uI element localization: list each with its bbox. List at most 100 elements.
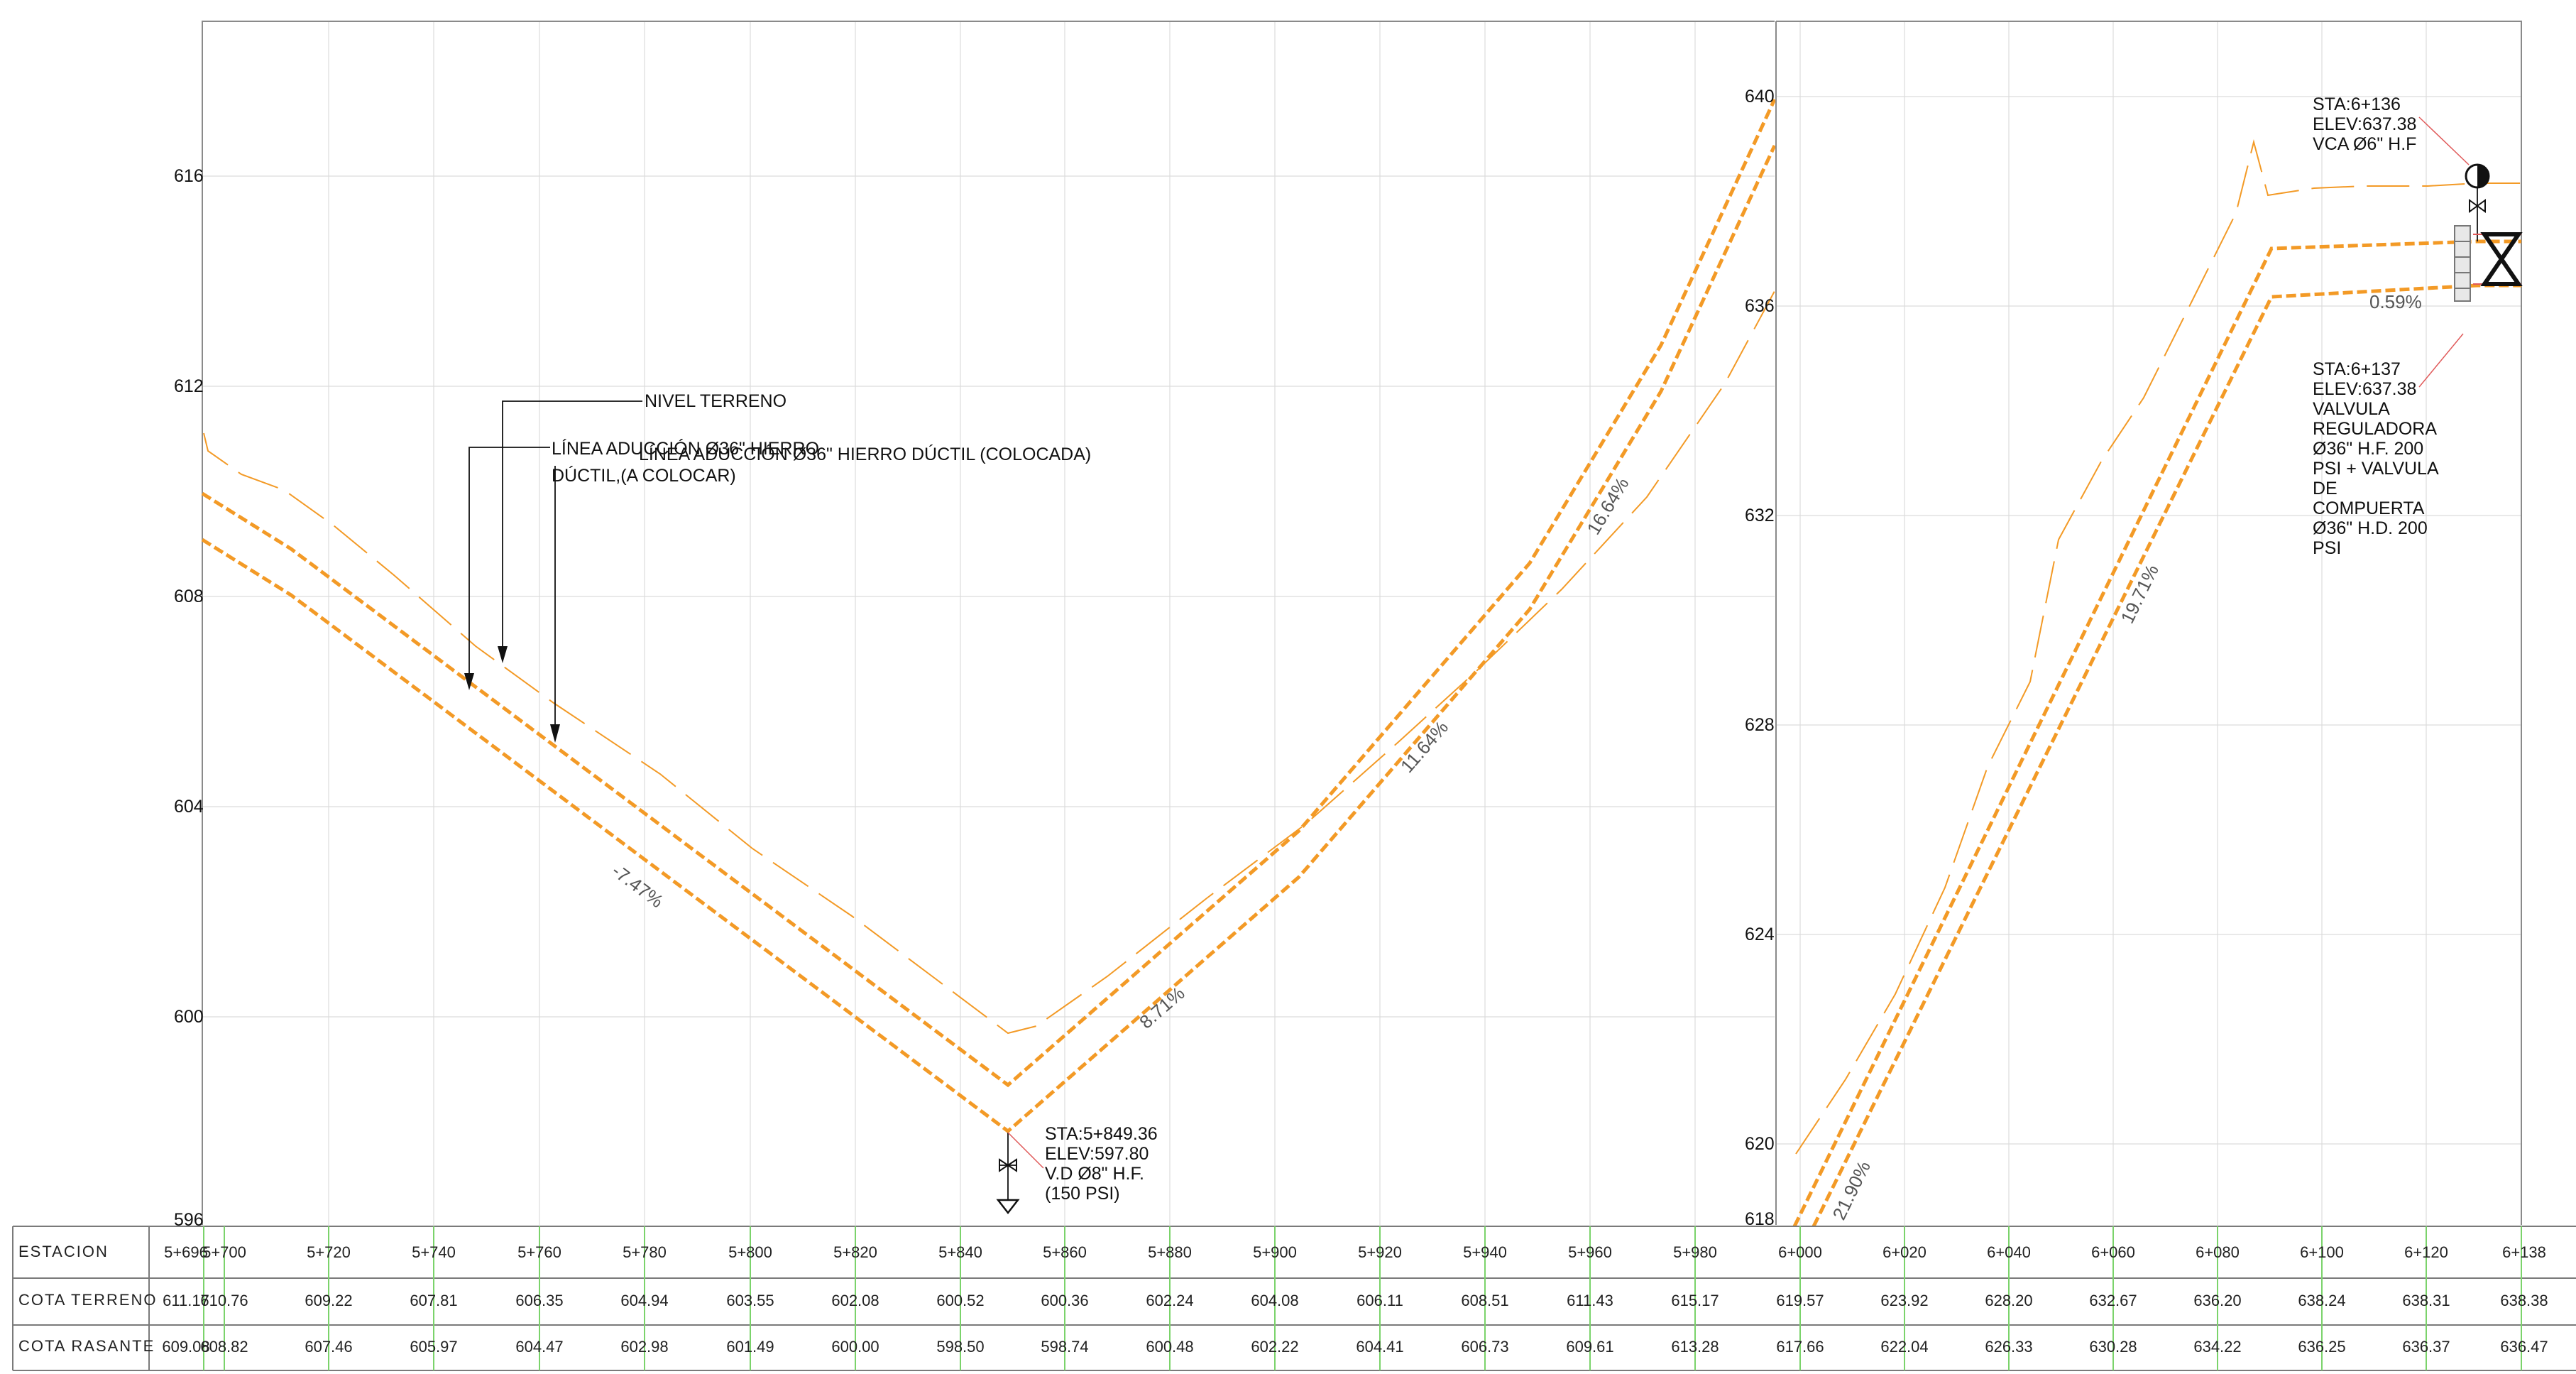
cota-terreno-cell: 610.76 (200, 1292, 248, 1309)
cota-terreno-cell: 606.11 (1356, 1292, 1403, 1309)
cota-rasante-cell: 636.47 (2500, 1338, 2548, 1356)
station-cell: 6+060 (2091, 1243, 2135, 1261)
cota-rasante-cell: 598.50 (936, 1338, 984, 1356)
valvula-line-6: PSI + VALVULA (2313, 459, 2439, 479)
cota-rasante-cell: 601.49 (726, 1338, 774, 1356)
left-panel-frame (202, 21, 1775, 1225)
cota-rasante-cell: 604.41 (1356, 1338, 1403, 1356)
valvula-line-3: VALVULA (2313, 399, 2390, 419)
pipeline-bottom-left (201, 144, 1777, 1134)
valvula-sta: STA:6+137 (2313, 359, 2401, 379)
pipeline-top-right (1792, 239, 2521, 1228)
station-cell: 5+920 (1358, 1243, 1402, 1261)
cota-rasante-cell: 604.47 (515, 1338, 563, 1356)
cota-rasante-cell: 602.22 (1251, 1338, 1298, 1356)
station-cell: 6+120 (2404, 1243, 2448, 1261)
right-panel-frame (1776, 21, 2522, 1225)
cota-terreno-cell: 604.08 (1251, 1292, 1298, 1309)
elevation-label-612: 612 (174, 376, 204, 396)
cota-terreno-cell: 632.67 (2089, 1292, 2137, 1309)
station-cell: 6+040 (1987, 1243, 2031, 1261)
elevation-label-616: 616 (174, 166, 204, 186)
station-cell: 5+780 (623, 1243, 667, 1261)
note-linea-a-colocar-1: LÍNEA ADUCCIÓN Ø36" HIERRO (552, 438, 819, 459)
elevation-label-608: 608 (174, 587, 204, 606)
valvula-elev: ELEV:637.38 (2313, 379, 2416, 399)
cota-terreno-cell: 602.08 (831, 1292, 879, 1309)
slope-label-11-64: 11.64% (1396, 716, 1452, 777)
cota-terreno-cell: 636.20 (2193, 1292, 2241, 1309)
station-cell: 5+860 (1043, 1243, 1087, 1261)
valvula-line-10: PSI (2313, 538, 2341, 558)
note-nivel-terreno: NIVEL TERRENO (645, 391, 786, 411)
cota-terreno-cell: 604.94 (620, 1292, 668, 1309)
station-cell: 6+080 (2196, 1243, 2240, 1261)
cota-terreno-cell: 611.43 (1567, 1292, 1613, 1309)
pipeline-top-left (201, 98, 1777, 1088)
row-label-estacion: ESTACION (18, 1243, 109, 1260)
cota-rasante-cell: 602.98 (620, 1338, 668, 1356)
station-cell: 5+900 (1253, 1243, 1297, 1261)
station-cell: 5+880 (1148, 1243, 1192, 1261)
station-cell: 5+940 (1463, 1243, 1507, 1261)
cota-rasante-cell: 608.82 (200, 1338, 248, 1356)
station-cell: 6+000 (1778, 1243, 1822, 1261)
slope-label-8-71: 8.71% (1135, 983, 1188, 1033)
cota-terreno-cell: 603.55 (726, 1292, 774, 1309)
cota-terreno-cell: 638.38 (2500, 1292, 2548, 1309)
right-grid (1776, 21, 2521, 1225)
station-cell: 5+720 (307, 1243, 351, 1261)
station-cell: 5+960 (1568, 1243, 1612, 1261)
cota-rasante-cell: 634.22 (2193, 1338, 2241, 1356)
elevation-label-632: 632 (1745, 506, 1775, 525)
left-grid (202, 21, 1775, 1225)
station-cell: 5+980 (1673, 1243, 1717, 1261)
cota-terreno-cell: 623.92 (1880, 1292, 1928, 1309)
valvula-line-8: COMPUERTA (2313, 498, 2425, 518)
cota-terreno-cell: 638.24 (2298, 1292, 2345, 1309)
station-cell: 6+138 (2502, 1243, 2546, 1261)
cota-terreno-cell: 606.35 (515, 1292, 563, 1309)
cota-rasante-cell: 617.66 (1776, 1338, 1824, 1356)
station-cell: 5+740 (412, 1243, 456, 1261)
cota-rasante-cell: 636.37 (2402, 1338, 2450, 1356)
valvula-line-7: DE (2313, 479, 2337, 498)
elevation-label-624: 624 (1745, 925, 1775, 944)
cota-rasante-cell: 636.25 (2298, 1338, 2345, 1356)
valvula-line-5: Ø36" H.F. 200 (2313, 439, 2423, 459)
station-cell: 5+820 (833, 1243, 877, 1261)
cota-rasante-cell: 606.73 (1461, 1338, 1508, 1356)
elevation-label-640: 640 (1745, 87, 1775, 107)
cota-terreno-cell: 628.20 (1985, 1292, 2032, 1309)
cota-terreno-cell: 607.81 (410, 1292, 457, 1309)
drain-valve-symbol (996, 1132, 1044, 1215)
cota-rasante-cell: 598.74 (1041, 1338, 1088, 1356)
valvula-line-4: REGULADORA (2313, 419, 2437, 439)
row-label-cota-terreno: COTA TERRENO (18, 1291, 158, 1309)
note-linea-colocada: LÍNEA ADUCCIÓN Ø36" HIERRO DÚCTIL (COLOC… (639, 444, 1091, 464)
air-valve-symbol (2418, 116, 2490, 241)
station-cell: 6+020 (1882, 1243, 1926, 1261)
station-cell: 5+760 (517, 1243, 561, 1261)
right-profile-panel: 640 636 632 628 624 620 618 21.90% 19.71… (1745, 21, 2523, 1229)
valvula-line-9: Ø36" H.D. 200 (2313, 518, 2428, 538)
cota-rasante-cell: 600.48 (1146, 1338, 1193, 1356)
profile-data-table: ESTACION COTA TERRENO COTA RASANTE 5+696… (12, 1226, 2576, 1371)
cota-terreno-cell: 615.17 (1671, 1292, 1719, 1309)
cota-rasante-cell: 605.97 (410, 1338, 457, 1356)
cota-terreno-cell: 619.57 (1776, 1292, 1824, 1309)
cota-terreno-cell: 609.22 (305, 1292, 352, 1309)
vca-elev: ELEV:637.38 (2313, 114, 2416, 134)
cota-rasante-cell: 600.00 (831, 1338, 879, 1356)
cota-rasante-cell: 609.08 (162, 1338, 209, 1356)
note-leaders (464, 400, 642, 743)
elevation-label-620: 620 (1745, 1134, 1775, 1154)
left-profile-panel: 616 612 608 604 600 596 -7.47% 8.71% 11.… (174, 21, 1777, 1230)
cota-terreno-cell: 638.31 (2402, 1292, 2450, 1309)
terrain-line (203, 290, 1775, 1035)
row-label-cota-rasante: COTA RASANTE (18, 1337, 155, 1355)
regulating-valve-symbol (2418, 225, 2523, 388)
vca-type: VCA Ø6" H.F (2313, 134, 2416, 154)
terrain-line-right (1795, 139, 2521, 1155)
